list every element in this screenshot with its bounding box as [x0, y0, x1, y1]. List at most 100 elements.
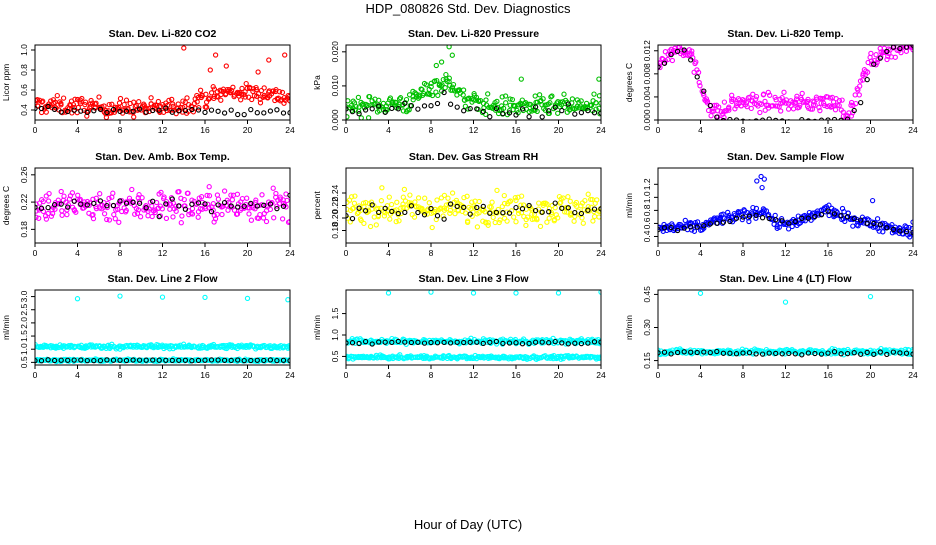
point-hourly: [559, 340, 565, 346]
point-upper: [401, 336, 407, 343]
point-hourly: [117, 108, 123, 115]
point-hourly: [51, 106, 58, 113]
point-all: [485, 220, 491, 226]
point-hourly: [674, 349, 681, 356]
point-hourly: [163, 105, 169, 111]
point-hourly: [474, 106, 480, 112]
point-all: [496, 219, 502, 226]
chart-flow: Stan. Dev. Sample Flow ml/min 0 4 8 12 16 20 24 0…: [624, 151, 918, 258]
point-all: [167, 206, 173, 212]
point-hourly: [97, 106, 104, 112]
point-hourly: [903, 228, 910, 235]
point-hourly: [65, 357, 71, 363]
point-hourly: [267, 108, 274, 114]
point-hourly: [591, 110, 598, 116]
point-hourly: [871, 61, 877, 67]
point-all: [196, 105, 202, 111]
point-upper: [79, 345, 85, 351]
points-layer: [346, 290, 601, 362]
chart-box: Stan. Dev. Amb. Box Temp. degrees C 0 4 8 12 1…: [1, 151, 295, 258]
chart-line3: Stan. Dev. Line 3 Flow ml/min 0 4 8 12 16 20 24 0…: [312, 273, 606, 380]
point-hourly: [513, 340, 519, 346]
point-all: [469, 199, 475, 205]
point-all: [805, 96, 811, 103]
point-upper: [212, 344, 218, 350]
point-all: [421, 90, 427, 97]
y-tick-label: 0.5: [330, 350, 340, 362]
point-all: [598, 100, 601, 106]
point-all: [375, 212, 382, 219]
point-lower: [550, 355, 556, 362]
y-tick-label: 1.2: [642, 178, 652, 190]
point-hourly: [362, 107, 369, 113]
point-hourly: [838, 213, 844, 219]
point-hourly: [884, 225, 890, 231]
y-axis-label: ml/min: [624, 315, 634, 340]
point-upper-outlier: [285, 297, 290, 303]
point-all: [238, 91, 245, 97]
point-all: [61, 193, 67, 199]
point-all: [104, 216, 110, 223]
point-hourly: [818, 351, 825, 357]
point-hourly: [208, 208, 215, 215]
point-all: [123, 97, 130, 103]
point-hourly: [84, 202, 90, 208]
point-hourly: [261, 202, 267, 208]
point-all: [449, 190, 456, 196]
point-all: [511, 214, 517, 220]
point-all: [45, 198, 52, 204]
point-all: [860, 72, 866, 78]
point-all-outlier: [207, 67, 213, 73]
point-all: [152, 209, 158, 216]
point-hourly: [786, 220, 792, 226]
point-all: [708, 113, 714, 119]
point-all: [148, 95, 154, 101]
point-all: [353, 103, 359, 110]
point-hourly: [746, 350, 753, 356]
point-hourly: [389, 105, 395, 112]
point-hourly: [189, 106, 195, 113]
x-tick-label: 12: [469, 370, 479, 380]
point-all: [396, 218, 402, 224]
point-all: [161, 194, 167, 200]
point-hourly: [58, 109, 64, 115]
point-lower: [514, 354, 520, 360]
point-upper: [109, 343, 115, 350]
point-all: [250, 86, 257, 92]
x-tick-label: 12: [158, 125, 168, 135]
point-all: [748, 105, 754, 112]
point-hourly: [565, 205, 571, 211]
point-all-outlier: [869, 197, 876, 204]
point-all: [447, 210, 453, 216]
x-tick-label: 4: [698, 125, 703, 135]
point-hourly: [45, 357, 51, 363]
point-all: [555, 110, 561, 116]
x-tick-label: 20: [866, 248, 876, 258]
point-hourly: [221, 199, 228, 206]
points-layer: [35, 184, 290, 226]
point-all: [591, 213, 598, 220]
point-hourly: [428, 205, 434, 212]
point-all: [358, 217, 364, 224]
point-all: [482, 209, 488, 215]
y-tick-label: 0.6: [19, 84, 29, 96]
point-all: [179, 213, 185, 219]
point-all: [483, 97, 489, 103]
point-upper-outlier: [117, 293, 123, 299]
point-hourly: [910, 351, 913, 357]
x-tick-label: 24: [285, 248, 295, 258]
point-all: [206, 193, 213, 199]
chart-title: Stan. Dev. Li-820 CO2: [109, 28, 217, 40]
point-all: [396, 96, 403, 102]
point-hourly: [235, 357, 241, 363]
point-all: [772, 212, 778, 219]
point-all: [839, 97, 845, 103]
point-all: [178, 220, 184, 226]
point-all: [435, 92, 441, 99]
point-hourly: [526, 340, 532, 347]
point-hourly: [714, 114, 720, 120]
point-all: [561, 104, 568, 111]
point-hourly: [661, 225, 668, 231]
y-tick-label: 0.30: [642, 319, 652, 336]
point-all: [501, 192, 507, 199]
